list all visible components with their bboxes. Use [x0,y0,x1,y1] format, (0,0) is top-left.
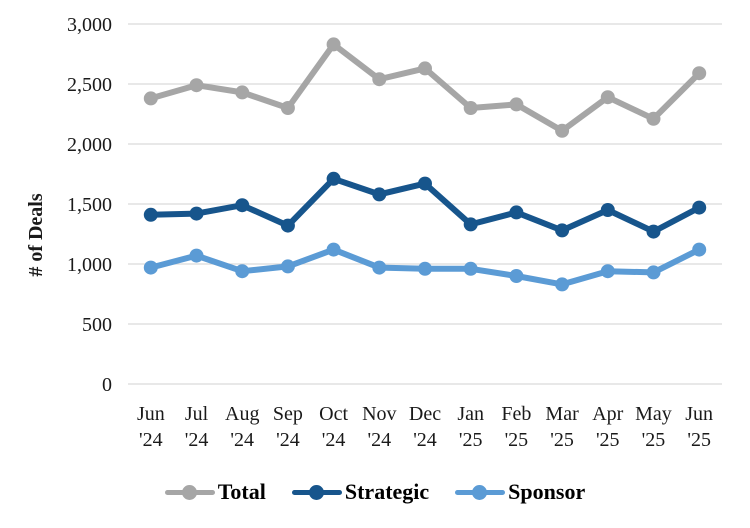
series-strategic-marker [280,218,295,233]
series-total-marker [143,91,158,106]
series-sponsor-marker [509,269,524,283]
x-axis-tick-labels: Jun '24 Jul '24 Aug '24 Sep '24 Oct '24 Nov '24 Dec '… [137,403,713,451]
x-tick-label: Jul '24 [185,403,209,451]
series-total-marker [692,66,707,81]
series-sponsor-marker [463,261,478,276]
y-tick-label: 2,000 [67,134,112,156]
y-axis-tick-labels: 0 500 1,000 1,500 2,000 2,500 3,000 [67,14,112,396]
y-tick-label: 500 [82,314,112,336]
series-total-marker [235,85,250,100]
legend-item-strategic: Strategic [291,479,430,504]
series-total-marker [326,37,341,52]
legend-dot [181,484,197,500]
legend-label: Sponsor [508,479,586,504]
series-total-marker [189,78,204,93]
x-tick-label: Jan '25 [457,403,484,451]
series-sponsor-marker [189,248,204,263]
x-tick-label: Apr '25 [592,403,623,451]
series-sponsor-marker [418,261,432,276]
x-tick-label: Oct '24 [319,403,348,451]
y-tick-label: 1,000 [67,254,112,276]
legend-item-total: Total [164,479,266,504]
series-total-line [147,41,703,134]
series-sponsor [143,242,707,292]
series-strategic-marker [463,217,478,232]
gridlines [128,23,722,385]
series-sponsor-marker [372,260,387,275]
series-sponsor-marker [646,265,661,280]
series-total-marker [509,97,524,112]
x-tick-label: Mar '25 [545,403,579,451]
line-chart-plot-area: 0 500 1,000 1,500 2,000 2,500 3,000 # of Deals J… [25,14,722,451]
legend-line-dot-icon [164,484,215,500]
series-sponsor-marker [326,242,341,257]
series-strategic-marker [189,206,204,221]
series-strategic [143,171,707,239]
legend-line-dot-icon [455,484,506,500]
series-sponsor-marker [555,277,570,292]
chart-legend: Total Strategic Sponsor [0,468,750,516]
series-strategic-marker [143,207,158,222]
x-tick-label: May '25 [635,403,672,451]
legend-dot [472,484,488,500]
y-tick-label: 3,000 [67,14,112,36]
x-tick-label: Aug '24 [225,403,259,451]
series-total-marker [372,72,387,87]
series-total-marker [463,101,478,115]
y-axis-title: # of Deals [25,193,47,277]
series-strategic-marker [600,203,615,217]
series-strategic-marker [418,176,432,191]
series-sponsor-marker [143,260,158,275]
y-tick-label: 2,500 [67,74,112,96]
series-total-marker [646,111,661,126]
series-strategic-marker [692,200,707,215]
series-strategic-marker [509,205,524,220]
legend-item-sponsor: Sponsor [455,481,585,503]
series-total-marker [280,101,295,115]
y-tick-label: 1,500 [67,194,112,216]
series-sponsor-marker [600,264,615,279]
legend-label: Strategic [344,479,430,504]
series-total-marker [600,90,615,105]
x-tick-label: Nov '24 [362,403,396,451]
series-sponsor-marker [235,264,250,279]
series-strategic-marker [235,198,250,213]
series-strategic-marker [646,224,661,239]
legend-label: Total [217,479,266,504]
series-strategic-marker [326,171,341,186]
series-sponsor-marker [280,259,295,274]
x-tick-label: Dec '24 [409,403,441,451]
x-tick-label: Sep '24 [273,403,303,451]
series-total-marker [418,61,432,76]
series-total [143,37,707,138]
series-strategic-marker [555,223,570,238]
x-tick-label: Feb '25 [501,403,531,451]
legend-dot [308,484,324,500]
legend-line-dot-icon [291,484,342,500]
y-tick-label: 0 [102,374,112,396]
series-strategic-marker [372,187,387,202]
x-tick-label: Jun '24 [137,403,165,451]
series-sponsor-marker [692,242,707,257]
x-tick-label: Jun '25 [685,403,713,451]
series-total-marker [555,123,570,138]
